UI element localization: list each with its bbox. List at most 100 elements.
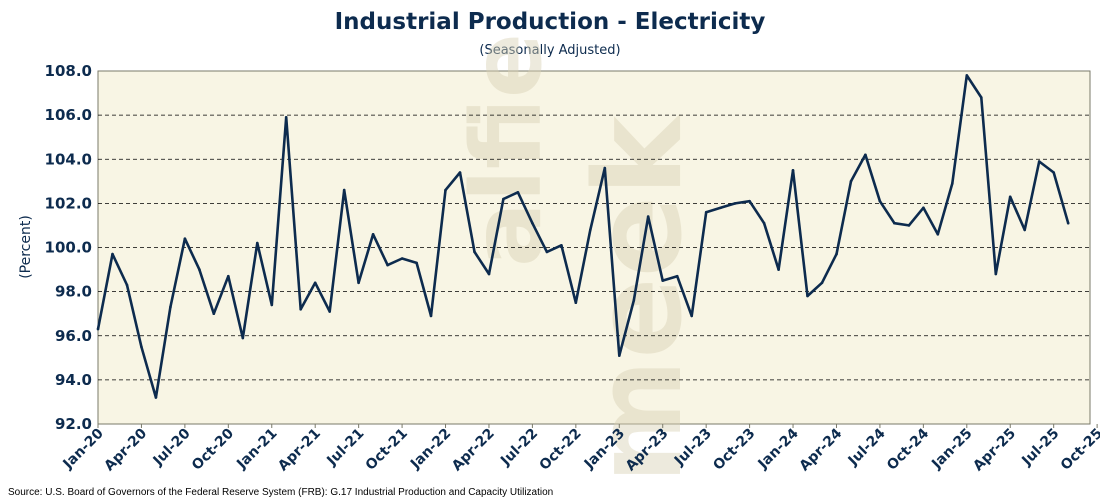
data-point (951, 182, 954, 185)
series-line (96, 74, 1070, 399)
watermark-text-1: alfie (451, 33, 563, 267)
data-point (96, 327, 100, 331)
data-point (777, 268, 780, 271)
y-tick-label: 108.0 (45, 62, 92, 80)
y-tick-label: 92.0 (55, 415, 92, 433)
source-note: Source: U.S. Board of Governors of the F… (8, 487, 553, 498)
y-axis: 92.0 94.0 96.0 98.0 100.0 102.0 104.0 106.0 108.… (45, 62, 92, 433)
data-point (980, 96, 983, 99)
chart-subtitle: (Seasonally Adjusted) (479, 43, 620, 58)
x-tick-label: Apr-20 (101, 425, 150, 474)
data-point (328, 310, 332, 313)
data-point (820, 281, 824, 285)
y-tick-label: 100.0 (45, 239, 92, 257)
data-point (806, 294, 809, 298)
data-point (704, 210, 708, 214)
data-point (661, 279, 664, 282)
data-point (791, 169, 795, 172)
x-tick-label: Jul-22 (497, 426, 541, 470)
data-point (835, 252, 838, 256)
x-tick-label: Jul-20 (150, 425, 194, 469)
data-point (241, 336, 245, 340)
data-point (994, 272, 998, 276)
data-point (371, 233, 375, 236)
data-point (1023, 228, 1026, 232)
data-point (618, 354, 621, 357)
x-tick-label: Oct-21 (363, 426, 411, 474)
data-point (313, 281, 317, 285)
data-point (878, 199, 882, 203)
data-point (936, 233, 940, 236)
x-tick-label: Oct-25 (1058, 426, 1100, 474)
x-tick-label: Jan-25 (928, 426, 975, 473)
x-tick-label: Jan-24 (755, 425, 802, 472)
x-tick-label: Oct-23 (710, 426, 758, 474)
x-tick-label: Jul-25 (1018, 426, 1062, 470)
data-point (531, 221, 534, 225)
data-point (444, 188, 447, 192)
data-point (400, 257, 404, 260)
data-point (922, 206, 925, 210)
data-point (893, 221, 896, 225)
data-point (299, 308, 303, 311)
data-point (690, 314, 693, 318)
data-point (429, 314, 433, 318)
data-point (386, 263, 389, 267)
data-point (502, 197, 505, 201)
data-point (632, 299, 636, 302)
data-point (169, 305, 172, 309)
data-point (487, 272, 491, 276)
data-point (762, 221, 766, 225)
data-point (675, 274, 679, 278)
y-tick-label: 104.0 (45, 150, 92, 168)
chart-title: Industrial Production - Electricity (335, 9, 766, 35)
data-point (545, 250, 549, 254)
x-tick-label: Oct-20 (189, 425, 237, 473)
data-point (560, 244, 563, 247)
x-tick-label: Jul-24 (845, 425, 889, 469)
y-tick-label: 94.0 (55, 371, 92, 389)
data-point (458, 171, 462, 174)
data-point (965, 74, 969, 77)
x-tick-label: Jul-21 (323, 426, 367, 470)
y-tick-label: 102.0 (45, 194, 92, 212)
data-point (1008, 195, 1012, 199)
y-tick-label: 98.0 (55, 283, 92, 301)
data-point (255, 241, 259, 245)
x-tick-label: Oct-24 (884, 425, 932, 473)
x-tick-label: Apr-22 (449, 426, 498, 475)
y-tick-label: 96.0 (55, 327, 92, 345)
data-point (212, 312, 216, 316)
watermark-text-2: meek (570, 113, 709, 484)
data-point (284, 116, 288, 119)
x-tick-label: Jan-21 (233, 426, 280, 473)
data-point (1066, 221, 1070, 225)
data-point (849, 180, 853, 183)
x-tick-label: Jan-22 (407, 426, 454, 473)
data-point (342, 188, 346, 192)
data-point (603, 166, 607, 170)
data-point (748, 199, 751, 203)
data-point (357, 281, 360, 285)
data-point (907, 224, 911, 227)
data-point (227, 274, 230, 278)
x-tick-label: Apr-24 (796, 425, 845, 474)
x-tick-label: Apr-25 (970, 426, 1019, 475)
data-point (719, 206, 722, 210)
data-point (1052, 171, 1055, 174)
data-point (270, 303, 274, 307)
data-point (415, 261, 418, 265)
data-point (473, 250, 476, 254)
data-point (646, 215, 650, 218)
data-point (125, 283, 129, 287)
data-point (154, 396, 158, 399)
y-axis-label: (Percent) (18, 215, 34, 279)
data-point (516, 191, 520, 194)
data-point (111, 252, 114, 256)
data-point (140, 345, 143, 349)
gridlines (98, 114, 1090, 381)
data-point (183, 237, 187, 240)
data-point (198, 268, 201, 271)
x-tick-label: Apr-21 (275, 426, 324, 475)
